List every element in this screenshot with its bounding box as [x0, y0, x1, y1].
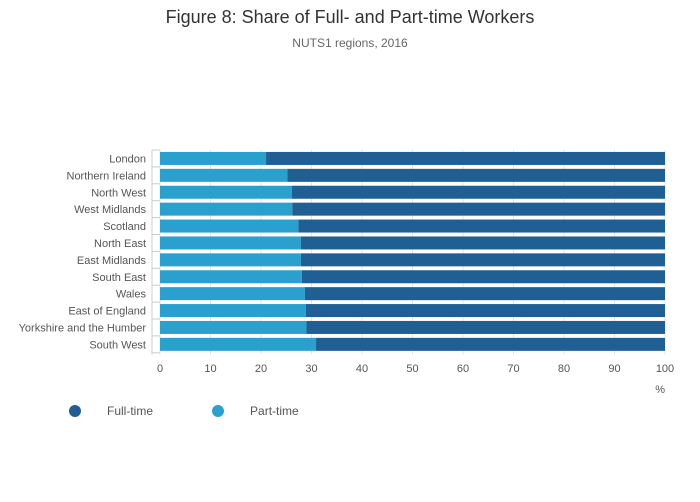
y-tick-label: North East [94, 238, 146, 250]
bar-full-time [292, 202, 665, 216]
x-tick-label: 40 [356, 363, 368, 375]
bar-part-time [160, 320, 307, 334]
legend-label-part-time: Part-time [250, 404, 299, 418]
bar-full-time [305, 304, 665, 318]
legend-item-part-time[interactable]: Part-time [203, 404, 299, 418]
bar-part-time [160, 270, 302, 284]
bar-part-time [160, 337, 317, 351]
chart-subtitle: NUTS1 regions, 2016 [292, 36, 408, 50]
bar-part-time [160, 202, 293, 216]
bar-part-time [160, 185, 292, 199]
bar-part-time [160, 287, 305, 301]
bar-chart-plot: London Northern Ireland North West West Mid… [19, 149, 674, 396]
bar-full-time [300, 253, 665, 267]
bar-part-time [160, 304, 306, 318]
x-tick-label: 20 [255, 363, 267, 375]
bar-full-time [266, 151, 665, 165]
bar-full-time [301, 270, 665, 284]
y-tick-label: South West [89, 339, 146, 351]
bar-full-time [300, 236, 665, 250]
x-tick-label: 80 [558, 363, 570, 375]
legend: Full-time Part-time [60, 404, 349, 418]
y-tick-label: North West [91, 187, 146, 199]
y-tick-label: West Midlands [74, 204, 146, 216]
y-tick-label: Yorkshire and the Humber [19, 322, 147, 334]
x-axis-label: % [655, 384, 665, 396]
bar-part-time [160, 253, 301, 267]
bar-full-time [287, 168, 665, 182]
x-tick-label: 10 [204, 363, 216, 375]
bar-full-time [304, 287, 665, 301]
x-tick-label: 50 [406, 363, 418, 375]
bar-part-time [160, 219, 299, 233]
y-tick-label: East of England [68, 306, 146, 318]
x-tick-label: 70 [507, 363, 519, 375]
bar-full-time [298, 219, 665, 233]
x-tick-label: 90 [608, 363, 620, 375]
y-tick-label: Scotland [103, 221, 146, 233]
bar-full-time [291, 185, 665, 199]
y-tick-label: London [109, 153, 146, 165]
bar-full-time [316, 337, 665, 351]
x-tick-label: 30 [305, 363, 317, 375]
bar-full-time [306, 320, 665, 334]
y-tick-label: South East [92, 272, 146, 284]
legend-swatch-full-time [69, 405, 81, 417]
bar-part-time [160, 168, 288, 182]
legend-swatch-part-time [212, 405, 225, 417]
legend-label-full-time: Full-time [107, 404, 154, 418]
y-tick-label: Wales [116, 289, 147, 301]
bar-part-time [160, 236, 301, 250]
y-tick-label: East Midlands [77, 255, 147, 267]
x-tick-label: 100 [656, 363, 674, 375]
bar-part-time [160, 151, 267, 165]
y-tick-label: Northern Ireland [67, 170, 147, 182]
legend-item-full-time[interactable]: Full-time [60, 404, 153, 418]
chart-title: Figure 8: Share of Full- and Part-time W… [165, 7, 535, 27]
x-tick-label: 0 [157, 363, 163, 375]
x-tick-label: 60 [457, 363, 469, 375]
